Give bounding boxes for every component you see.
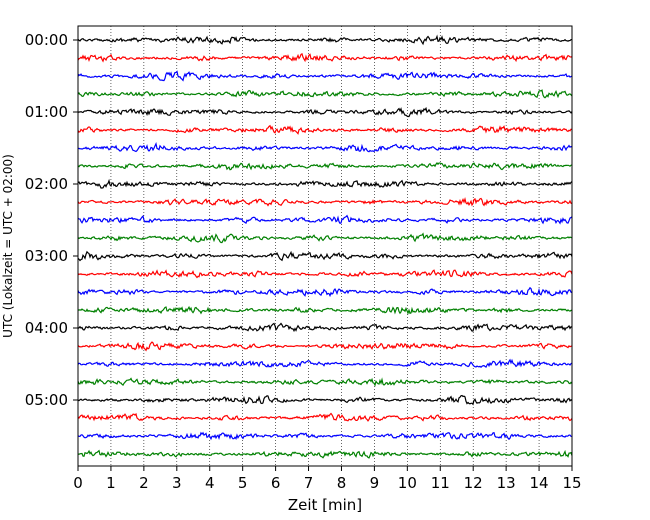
x-tick-label-7: 7 xyxy=(304,474,314,492)
x-tick-label-0: 0 xyxy=(73,474,83,492)
x-tick-label-8: 8 xyxy=(337,474,347,492)
trace-row-1 xyxy=(77,53,573,63)
plot-frame xyxy=(77,25,573,467)
trace-row-17 xyxy=(77,341,573,352)
trace-row-19 xyxy=(77,377,573,387)
trace-row-3 xyxy=(77,89,573,99)
x-tick-label-14: 14 xyxy=(530,474,549,492)
trace-row-21 xyxy=(77,412,573,422)
trace-row-9 xyxy=(77,196,573,207)
x-tick-label-12: 12 xyxy=(464,474,483,492)
trace-row-20 xyxy=(77,394,573,406)
x-tick-label-9: 9 xyxy=(370,474,380,492)
x-tick-label-2: 2 xyxy=(139,474,149,492)
y-tick-label-1: 01:00 xyxy=(25,103,68,121)
trace-row-0 xyxy=(77,34,573,46)
trace-row-13 xyxy=(77,269,573,279)
trace-row-22 xyxy=(77,431,573,441)
x-tick-label-3: 3 xyxy=(172,474,182,492)
y-axis-ticks: 00:00 01:00 02:00 03:00 04:00 05:00 xyxy=(25,31,78,409)
x-tick-label-1: 1 xyxy=(106,474,116,492)
x-tick-label-11: 11 xyxy=(431,474,450,492)
trace-row-7 xyxy=(77,162,573,171)
x-tick-label-10: 10 xyxy=(398,474,417,492)
trace-row-14 xyxy=(77,286,573,298)
seismic-traces xyxy=(77,34,573,459)
x-tick-label-5: 5 xyxy=(238,474,248,492)
x-tick-label-13: 13 xyxy=(497,474,516,492)
y-tick-label-4: 04:00 xyxy=(25,319,68,337)
x-tick-label-6: 6 xyxy=(271,474,281,492)
trace-row-10 xyxy=(77,214,573,225)
trace-row-2 xyxy=(77,70,573,82)
trace-row-6 xyxy=(77,141,573,153)
y-tick-label-3: 03:00 xyxy=(25,247,68,265)
y-tick-label-5: 05:00 xyxy=(25,391,68,409)
trace-row-15 xyxy=(77,305,573,315)
x-tick-label-4: 4 xyxy=(205,474,215,492)
trace-row-23 xyxy=(77,449,573,459)
y-axis-label: UTC (Lokalzeit = UTC + 02:00) xyxy=(1,154,15,338)
trace-row-11 xyxy=(77,232,573,244)
x-axis-label: Zeit [min] xyxy=(288,496,362,514)
trace-row-18 xyxy=(77,358,573,368)
x-tick-label-15: 15 xyxy=(562,474,581,492)
trace-row-8 xyxy=(77,178,573,189)
trace-row-16 xyxy=(77,322,573,333)
x-axis-ticks: 0 1 2 3 4 5 6 7 8 9 10 11 12 13 14 15 xyxy=(73,466,582,492)
trace-row-4 xyxy=(77,106,573,118)
trace-row-5 xyxy=(77,124,573,135)
minute-gridlines xyxy=(110,26,540,466)
y-tick-label-0: 00:00 xyxy=(25,31,68,49)
y-tick-label-2: 02:00 xyxy=(25,175,68,193)
trace-row-12 xyxy=(77,250,573,262)
